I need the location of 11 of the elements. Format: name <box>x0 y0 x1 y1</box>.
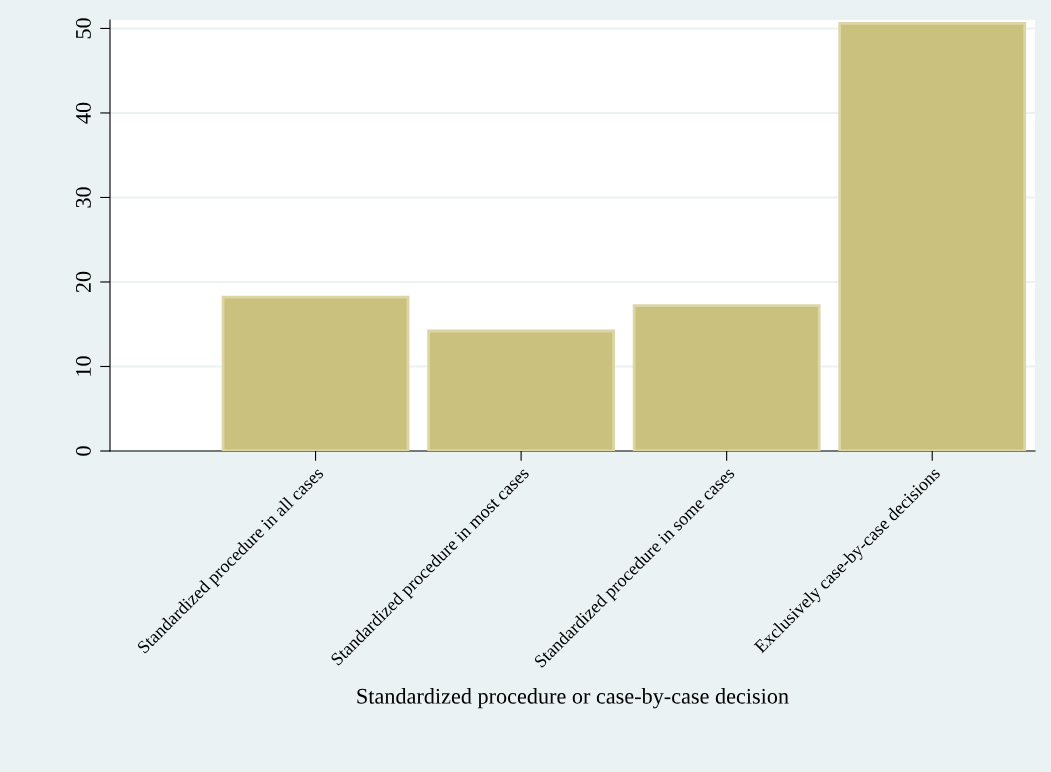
x-axis-title: Standardized procedure or case-by-case decision <box>357 688 789 709</box>
bar <box>221 295 410 451</box>
y-tick-label: 40 <box>75 102 91 124</box>
y-tick-label: 0 <box>75 446 91 456</box>
bar <box>838 21 1027 451</box>
bar <box>632 304 821 451</box>
y-tick-label: 10 <box>75 356 91 376</box>
y-tick-label: 50 <box>75 18 91 39</box>
y-tick-label: 30 <box>75 187 91 208</box>
y-tick-label: 20 <box>75 271 91 293</box>
bar <box>427 329 615 451</box>
